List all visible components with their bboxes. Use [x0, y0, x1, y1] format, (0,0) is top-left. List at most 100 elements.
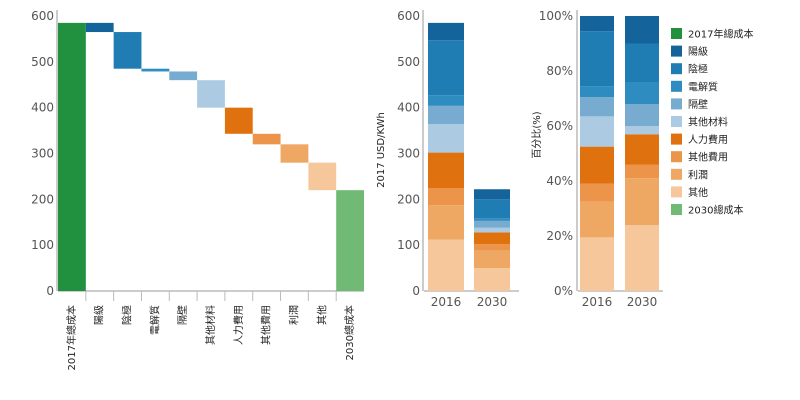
stacked-bar-segment [474, 220, 510, 228]
legend-label: 2030總成本 [688, 204, 743, 217]
stacked-bar-segment [428, 124, 464, 153]
percent-y-tick-label: 40% [546, 174, 573, 188]
waterfall-x-tick-label: 2017年總成本 [65, 305, 78, 370]
stacked-bar-segment [428, 105, 464, 125]
percent-bar-segment [625, 134, 659, 165]
legend-label: 利潤 [688, 169, 708, 181]
legend-label: 人力費用 [688, 133, 728, 146]
stacked-bar-segment [428, 40, 464, 96]
waterfall-x-tick-label: 陽級 [93, 305, 106, 325]
percent-bar-segment [625, 178, 659, 225]
legend-swatch [671, 186, 682, 198]
percent-bar-segment [580, 146, 614, 184]
percent-y-axis-title: 百分比(%) [531, 111, 543, 158]
stacked-bar-segment [474, 227, 510, 233]
legend-swatch [671, 63, 682, 75]
stacked-bar-segment [428, 95, 464, 106]
stacked-y-tick-label: 0 [412, 284, 420, 298]
percent-y-tick-label: 100% [539, 9, 573, 23]
legend-swatch [671, 116, 682, 127]
waterfall-y-tick-label: 300 [31, 147, 54, 161]
legend-label: 2017年總成本 [688, 28, 753, 41]
percent-bar-segment [580, 116, 614, 147]
legend-label: 其他材料 [688, 116, 728, 129]
waterfall-x-tick-label: 2030總成本 [343, 305, 356, 360]
percent-bar-segment [625, 43, 659, 82]
waterfall-x-tick-label: 其他 [315, 305, 328, 325]
legend-label: 其他 [688, 186, 708, 199]
waterfall-y-tick-label: 0 [46, 284, 54, 298]
percent-bar-segment [580, 86, 614, 98]
stacked-x-tick-label: 2030 [477, 295, 508, 309]
stacked-bar-segment [474, 189, 510, 200]
legend-swatch [671, 133, 682, 145]
stacked-bar-segment [474, 268, 510, 291]
waterfall-x-tick-label: 其他材料 [204, 305, 217, 345]
legend-label: 其他費用 [688, 151, 728, 164]
stacked-bar-segment [474, 244, 510, 251]
waterfall-x-tick-label: 隔壁 [176, 305, 189, 325]
waterfall-y-tick-label: 600 [31, 9, 54, 23]
waterfall-x-tick-label: 電解質 [148, 305, 161, 335]
waterfall-bar [280, 144, 309, 163]
percent-y-tick-label: 20% [546, 229, 573, 243]
stacked-y-axis-title: 2017 USD/KWh [376, 112, 387, 188]
stacked-bar-segment [428, 22, 464, 41]
percent-bar-segment [625, 126, 659, 135]
percent-y-tick-label: 0% [554, 284, 573, 298]
legend-swatch [671, 98, 682, 110]
percent-bar-segment [580, 183, 614, 202]
legend-swatch [671, 80, 682, 92]
percent-bar-segment [625, 164, 659, 179]
stacked-bar-segment [428, 205, 464, 240]
stacked-bar-segment [428, 188, 464, 206]
stacked-bar-segment [428, 239, 464, 291]
stacked-y-tick-label: 300 [397, 147, 420, 161]
percent-bar-segment [580, 97, 614, 117]
percent-x-tick-label: 2030 [627, 295, 658, 309]
waterfall-bar [113, 32, 142, 69]
waterfall-bar [197, 80, 225, 108]
waterfall-x-tick-label: 人力費用 [232, 305, 245, 345]
percent-bar-segment [625, 225, 659, 291]
waterfall-y-tick-label: 100 [31, 238, 54, 252]
legend-swatch [671, 168, 682, 180]
percent-bar-segment [625, 82, 659, 104]
stacked-y-tick-label: 200 [397, 192, 420, 206]
waterfall-y-tick-label: 400 [31, 101, 54, 115]
legend-swatch [671, 28, 682, 39]
waterfall-x-tick-label: 利潤 [288, 305, 300, 325]
stacked-bar-segment [474, 232, 510, 245]
percent-bar-segment [625, 16, 659, 44]
waterfall-bar [336, 190, 364, 291]
stacked-y-tick-label: 100 [397, 238, 420, 252]
legend-swatch [671, 151, 682, 163]
waterfall-bar [58, 22, 86, 291]
percent-bar-segment [580, 201, 614, 238]
stacked-bar-segment [474, 250, 510, 269]
percent-y-tick-label: 60% [546, 119, 573, 133]
legend-swatch [671, 204, 682, 215]
legend-swatch [671, 45, 682, 57]
waterfall-y-tick-label: 200 [31, 192, 54, 206]
percent-x-tick-label: 2016 [582, 295, 613, 309]
stacked-bar-segment [428, 152, 464, 189]
waterfall-bar [308, 162, 337, 191]
percent-y-tick-label: 80% [546, 64, 573, 78]
stacked-y-tick-label: 600 [397, 9, 420, 23]
waterfall-bar [85, 22, 114, 33]
waterfall-bar [224, 107, 253, 134]
percent-bar-segment [580, 237, 614, 291]
waterfall-x-tick-label: 陰極 [121, 305, 134, 325]
legend-label: 隔壁 [688, 98, 708, 111]
legend-label: 電解質 [688, 80, 718, 93]
stacked-x-tick-label: 2016 [431, 295, 462, 309]
waterfall-bar [169, 71, 198, 81]
legend-label: 陽級 [688, 45, 708, 58]
waterfall-y-tick-label: 500 [31, 55, 54, 69]
waterfall-bar [141, 68, 170, 72]
waterfall-x-tick-label: 其他費用 [260, 305, 273, 345]
legend-label: 陰極 [688, 63, 708, 76]
stacked-bar-segment [474, 218, 510, 221]
